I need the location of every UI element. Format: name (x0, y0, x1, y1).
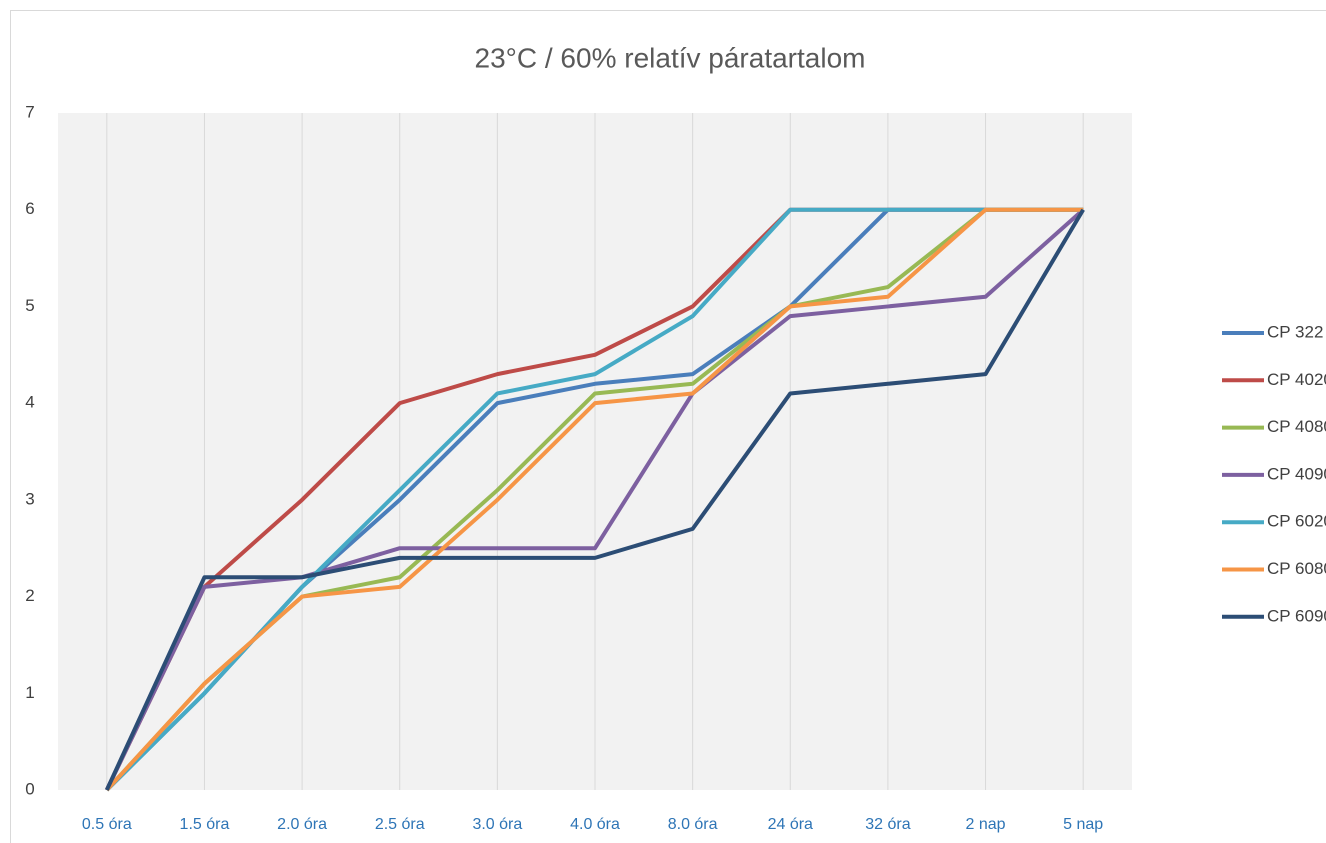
y-tick-label: 6 (25, 199, 34, 218)
legend-label: CP 6090 (1267, 606, 1326, 625)
legend-label: CP 4090 (1267, 464, 1326, 483)
x-tick-label: 2.5 óra (375, 816, 425, 833)
x-tick-label: 2.0 óra (277, 816, 327, 833)
x-tick-label: 8.0 óra (668, 816, 718, 833)
x-tick-label: 1.5 óra (180, 816, 230, 833)
x-tick-label: 3.0 óra (472, 816, 522, 833)
x-tick-label: 32 óra (865, 816, 910, 833)
y-tick-label: 2 (25, 586, 34, 605)
legend-label: CP 6080 (1267, 559, 1326, 578)
y-tick-label: 4 (25, 393, 34, 412)
x-tick-label: 2 nap (966, 816, 1006, 833)
x-tick-label: 4.0 óra (570, 816, 620, 833)
legend-label: CP 322 (1267, 322, 1323, 341)
y-tick-label: 7 (25, 102, 34, 121)
x-tick-label: 5 nap (1063, 816, 1103, 833)
x-tick-label: 24 óra (768, 816, 813, 833)
series-line (105, 207, 1084, 792)
y-tick-label: 0 (25, 779, 34, 798)
series-line (105, 208, 1085, 791)
legend-label: CP 4020 (1267, 370, 1326, 389)
series-line (105, 207, 1084, 792)
legend-label: CP 4080 (1267, 417, 1326, 436)
legend-label: CP 6020 (1267, 512, 1326, 531)
x-tick-label: 0.5 óra (82, 816, 132, 833)
y-tick-label: 3 (25, 489, 34, 508)
chart-title: 23°C / 60% relatív páratartalom (475, 42, 866, 73)
y-tick-label: 1 (25, 683, 34, 702)
series-line (105, 208, 1085, 791)
y-tick-label: 5 (25, 296, 34, 315)
